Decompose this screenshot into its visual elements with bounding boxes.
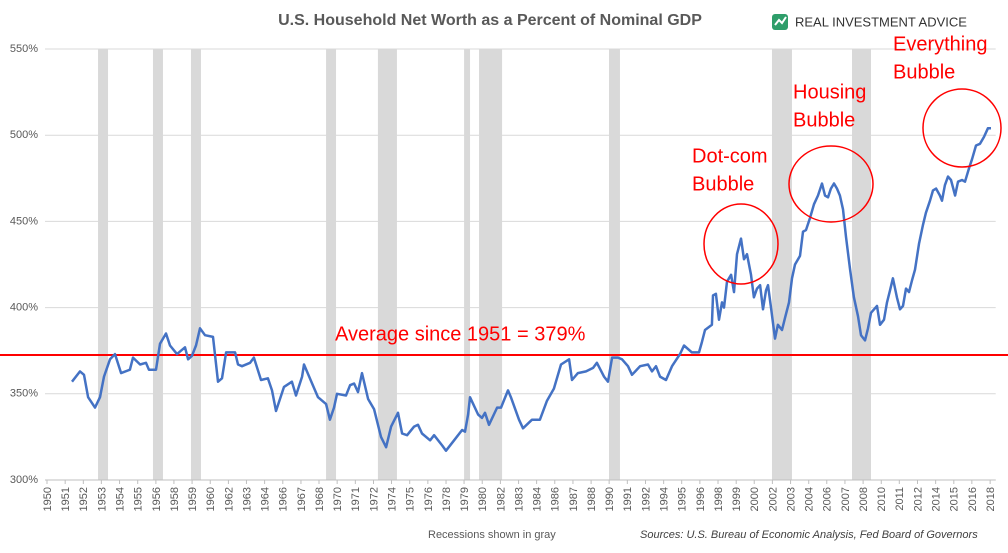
x-tick-label: 2016 <box>967 487 979 511</box>
recession-band <box>609 49 620 480</box>
x-tick-label: 1956 <box>151 487 163 511</box>
x-tick-label: 1972 <box>368 487 380 511</box>
x-tick-label: 1955 <box>133 487 145 511</box>
source: Sources: U.S. Bureau of Economic Analysi… <box>640 529 978 541</box>
recession-band <box>152 49 163 480</box>
recession-band <box>464 49 471 480</box>
x-tick-label: 1954 <box>114 487 126 511</box>
x-tick-label: 2015 <box>949 487 961 511</box>
x-tick-label: 1951 <box>60 487 72 511</box>
x-tick-label: 2003 <box>785 487 797 511</box>
x-tick-label: 1958 <box>169 487 181 511</box>
x-tick-label: 1994 <box>659 487 671 511</box>
y-tick-label: 450% <box>10 215 38 227</box>
x-tick-label: 2010 <box>876 487 888 511</box>
x-tick-label: 1988 <box>586 487 598 511</box>
bubble-circle <box>703 203 779 285</box>
recession-band <box>479 49 503 480</box>
x-tick-label: 1974 <box>386 487 398 511</box>
x-tick-label: 2011 <box>894 487 906 511</box>
x-tick-label: 2014 <box>931 487 943 511</box>
bubble-label: Bubble <box>893 61 955 83</box>
x-tick-label: 1971 <box>350 487 362 511</box>
x-tick-label: 1950 <box>42 487 54 511</box>
y-tick-label: 550% <box>10 43 38 55</box>
plot-area: 300% 350% 400% 450% 500% 550% 1950 1951 1952 1953… <box>0 33 1008 511</box>
footnote: Recessions shown in gray <box>428 529 556 541</box>
recession-band <box>377 49 397 480</box>
x-tick-label: 1975 <box>405 487 417 511</box>
x-tick-label: 1979 <box>459 487 471 511</box>
x-tick-label: 1992 <box>640 487 652 511</box>
y-tick-label: 400% <box>10 302 38 314</box>
brand-name: REAL INVESTMENT ADVICE <box>795 14 967 29</box>
x-tick-label: 1962 <box>223 487 235 511</box>
y-tick-label: 500% <box>10 129 38 141</box>
y-tick-label: 350% <box>10 388 38 400</box>
recession-band <box>190 49 201 480</box>
logo-mark <box>774 16 787 26</box>
x-tick-label: 1966 <box>278 487 290 511</box>
x-tick-label: 1970 <box>332 487 344 511</box>
x-tick-label: 2008 <box>858 487 870 511</box>
bubble-label: Everything <box>893 33 988 55</box>
data-line <box>71 127 991 452</box>
bubble-label: Housing <box>793 81 866 103</box>
x-tick-label: 1998 <box>713 487 725 511</box>
x-tick-label: 1953 <box>96 487 108 511</box>
x-tick-label: 2007 <box>840 487 852 511</box>
x-tick-label: 1976 <box>423 487 435 511</box>
brand-logo: REAL INVESTMENT ADVICE <box>772 14 967 30</box>
x-tick-label: 1983 <box>513 487 525 511</box>
x-tick-label: 1999 <box>731 487 743 511</box>
bubble-circle <box>788 145 874 223</box>
x-tick-label: 1982 <box>495 487 507 511</box>
x-tick-label: 2018 <box>985 487 997 511</box>
y-tick-label: 300% <box>10 474 38 486</box>
x-tick-label: 1980 <box>477 487 489 511</box>
x-tick-label: 1987 <box>568 487 580 511</box>
recession-band <box>326 49 337 480</box>
x-tick-label: 1952 <box>78 487 90 511</box>
recession-band <box>771 49 792 480</box>
x-tick-label: 2012 <box>912 487 924 511</box>
recession-band <box>852 49 872 480</box>
x-tick-label: 1964 <box>260 487 272 511</box>
x-tick-label: 1967 <box>296 487 308 511</box>
x-tick-label: 1995 <box>677 487 689 511</box>
bubble-label: Bubble <box>692 173 754 195</box>
x-tick-label: 1963 <box>241 487 253 511</box>
bubble-label: Bubble <box>793 109 855 131</box>
chart-title: U.S. Household Net Worth as a Percent of… <box>278 12 702 29</box>
bubble-label: Dot-com <box>692 145 768 167</box>
x-tick-label: 1990 <box>604 487 616 511</box>
x-tick-label: 1959 <box>187 487 199 511</box>
x-tick-label: 1984 <box>532 487 544 511</box>
recession-band <box>98 49 109 480</box>
x-tick-label: 1978 <box>441 487 453 511</box>
x-tick-label: 2004 <box>804 487 816 511</box>
bubble-circle <box>922 88 1002 168</box>
x-tick-label: 1996 <box>695 487 707 511</box>
x-tick-label: 2000 <box>749 487 761 511</box>
x-tick-label: 2002 <box>767 487 779 511</box>
x-tick-label: 1986 <box>550 487 562 511</box>
average-label: Average since 1951 = 379% <box>335 323 586 345</box>
x-tick-label: 1960 <box>205 487 217 511</box>
x-tick-label: 1968 <box>314 487 326 511</box>
x-tick-label: 2006 <box>822 487 834 511</box>
x-tick-label: 1991 <box>622 487 634 511</box>
